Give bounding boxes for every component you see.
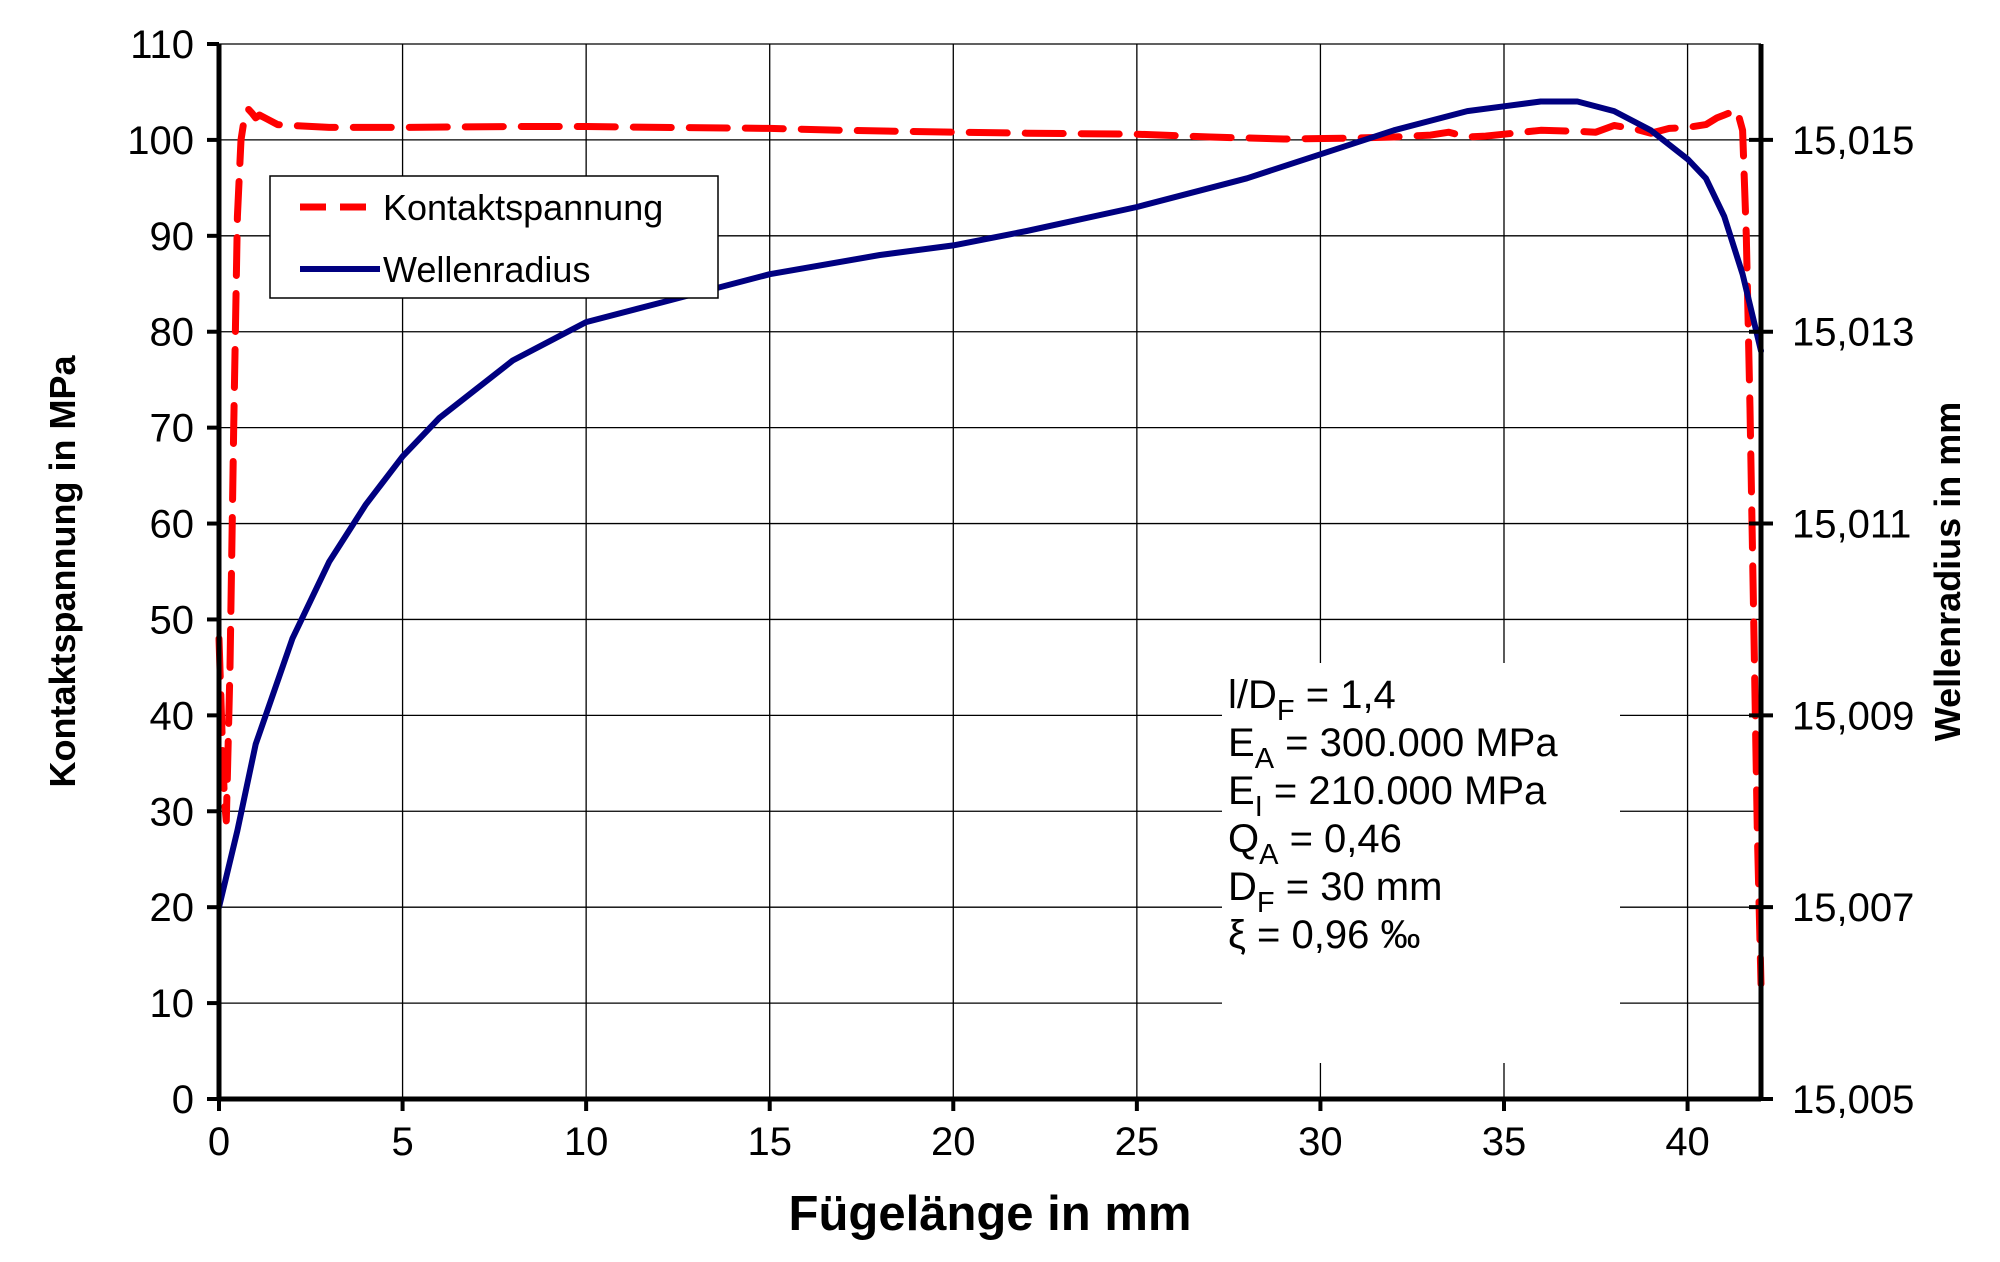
y-right-tick-label: 15,013: [1792, 311, 1914, 355]
y-right-tick-label: 15,007: [1792, 886, 1914, 930]
series-line-kontaktspannung: [215, 105, 1765, 988]
y-axis-right-title: Wellenradius in mm: [1927, 402, 1968, 741]
series-line-wellenradius: [216, 98, 1764, 911]
annotation-symbol: ξ: [1228, 913, 1246, 957]
x-tick-label: 5: [391, 1120, 413, 1164]
y-left-tick-label: 20: [150, 886, 195, 930]
y-right-tick-label: 15,015: [1792, 119, 1914, 163]
annotation-value: = 300.000 MPa: [1274, 721, 1558, 765]
y-left-tick-label: 100: [127, 119, 194, 163]
x-tick-label: 25: [1115, 1120, 1160, 1164]
y-right-tick-label: 15,005: [1792, 1078, 1914, 1122]
annotation-subscript: A: [1259, 839, 1279, 871]
series-layer: [215, 98, 1765, 988]
axes: [207, 42, 1773, 1111]
x-tick-label: 20: [931, 1120, 976, 1164]
y-left-tick-label: 60: [150, 503, 195, 547]
x-tick-label: 40: [1665, 1120, 1710, 1164]
x-tick-label: 0: [208, 1120, 230, 1164]
annotation-symbol: E: [1228, 769, 1255, 813]
annotation-line: ξ = 0,96 ‰: [1228, 913, 1420, 957]
x-tick-label: 15: [747, 1120, 792, 1164]
annotation-background: [1222, 663, 1620, 1063]
y-left-tick-label: 10: [150, 982, 195, 1026]
x-axis-title: Fügelänge in mm: [789, 1187, 1192, 1241]
x-tick-label: 35: [1482, 1120, 1527, 1164]
annotation-line: l/DF = 1,4: [1228, 673, 1396, 727]
annotation-symbol: l/D: [1228, 673, 1277, 717]
annotation-subscript: I: [1255, 791, 1263, 823]
x-tick-label: 10: [564, 1120, 609, 1164]
y-right-tick-label: 15,011: [1792, 503, 1911, 547]
annotation-line: DF = 30 mm: [1228, 865, 1442, 919]
legend: Kontaktspannung Wellenradius: [269, 175, 719, 299]
annotation-symbol: E: [1228, 721, 1255, 765]
y-left-tick-label: 70: [150, 407, 195, 451]
annotation-value: = 210.000 MPa: [1263, 769, 1547, 813]
annotation-subscript: F: [1277, 695, 1295, 727]
y-left-tick-label: 110: [130, 23, 194, 67]
legend-label-wellenradius: Wellenradius: [383, 249, 590, 290]
annotation-value: = 0,46: [1278, 817, 1401, 861]
legend-label-kontaktspannung: Kontaktspannung: [383, 187, 663, 228]
legend-box: [269, 175, 719, 299]
y-left-tick-label: 40: [150, 694, 195, 738]
y-left-tick-label: 30: [150, 790, 195, 834]
annotation-value: = 1,4: [1295, 673, 1396, 717]
annotation-line: EA = 300.000 MPa: [1228, 721, 1558, 775]
annotation-symbol: Q: [1228, 817, 1259, 861]
annotation-line: QA = 0,46: [1228, 817, 1402, 871]
annotation-subscript: F: [1257, 887, 1275, 919]
x-tick-label: 30: [1298, 1120, 1343, 1164]
axis-labels: 010203040506070809010011015,00515,00715,…: [42, 23, 1968, 1241]
annotation-subscript: A: [1255, 743, 1275, 775]
annotation-symbol: D: [1228, 865, 1257, 909]
annotation-value: = 30 mm: [1275, 865, 1443, 909]
y-right-tick-label: 15,009: [1792, 694, 1914, 738]
y-left-tick-label: 50: [150, 598, 195, 642]
y-left-tick-label: 90: [150, 215, 195, 259]
y-axis-left-title: Kontaktspannung in MPa: [42, 355, 83, 788]
annotation-line: EI = 210.000 MPa: [1228, 769, 1547, 823]
y-left-tick-label: 80: [150, 311, 195, 355]
y-left-tick-label: 0: [172, 1078, 194, 1122]
annotation-value: = 0,96 ‰: [1246, 913, 1421, 957]
